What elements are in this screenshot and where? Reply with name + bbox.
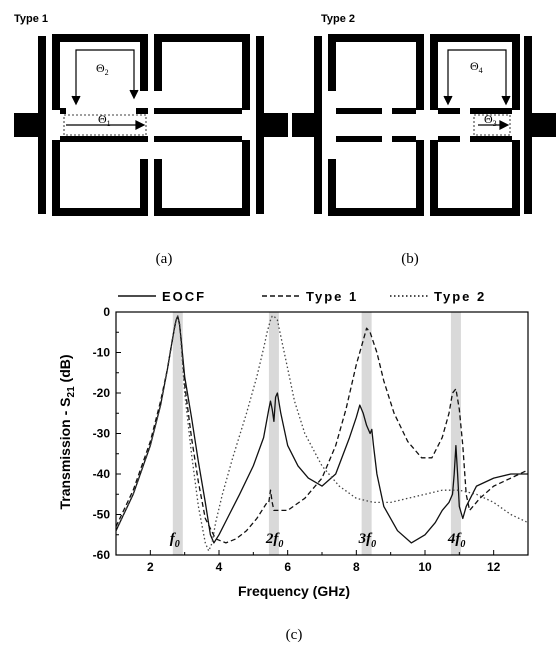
theta1-label: Θ1 xyxy=(98,112,111,128)
stub-a-lower xyxy=(60,136,148,142)
feed-line-left-b xyxy=(292,113,318,137)
x-axis-label: Frequency (GHz) xyxy=(238,583,350,599)
resonator-a-bottom-right xyxy=(154,140,250,216)
panel-a-layout xyxy=(14,34,288,216)
x-tick-label-10: 10 xyxy=(418,560,432,574)
y-tick-label-0: 0 xyxy=(103,305,110,319)
y-tick-label--60: -60 xyxy=(93,548,111,562)
resonator-a-bottom-left xyxy=(52,140,148,216)
x-tick-label-2: 2 xyxy=(147,560,154,574)
feed-line-left xyxy=(14,113,40,137)
theta1-arrow xyxy=(66,120,146,130)
resonator-b-top-left xyxy=(328,34,424,110)
feed-line-right xyxy=(262,113,288,137)
theta4-label: Θ4 xyxy=(470,59,483,75)
stub-b-5 xyxy=(438,108,460,114)
band-label-1: 2f0 xyxy=(265,531,284,550)
stub-b-8 xyxy=(470,136,512,142)
y-tick-label--20: -20 xyxy=(93,386,111,400)
x-tick-label-6: 6 xyxy=(284,560,291,574)
series-line-type-2 xyxy=(115,315,529,552)
panel-b: Type 2 Θ4 xyxy=(292,13,556,267)
band-2 xyxy=(361,312,372,555)
theta3-arrow xyxy=(478,120,510,130)
band-label-3: 4f0 xyxy=(447,531,466,550)
resonator-b-top-right xyxy=(430,34,520,110)
stub-b-1 xyxy=(336,108,382,114)
legend-label-2: Type 2 xyxy=(434,289,486,304)
legend-label-0: EOCF xyxy=(162,289,206,304)
band-0 xyxy=(172,312,183,555)
chart-bands xyxy=(172,312,461,555)
panel-b-layout xyxy=(292,34,556,216)
theta4-arrow xyxy=(443,49,511,106)
feed-line-right-b xyxy=(530,113,556,137)
coupling-bar-right xyxy=(256,36,264,214)
stub-b-2 xyxy=(336,136,382,142)
stub-b-6 xyxy=(438,136,460,142)
legend-label-1: Type 1 xyxy=(306,289,358,304)
coupling-bar-right-b xyxy=(524,36,532,214)
panel-a: Type 1 Θ2 Θ1 (a) xyxy=(14,13,288,267)
panel-c-chart: 2 4 6 8 10 12 0 -10 -20 -30 -40 -50 -60 f0 2f0 3f0 4f0… xyxy=(57,289,529,599)
band-labels: f0 2f0 3f0 4f0 xyxy=(170,531,466,550)
x-axis: 2 4 6 8 10 12 xyxy=(115,550,529,574)
resonator-b-bottom-right xyxy=(430,140,520,216)
caption-c: (c) xyxy=(286,627,303,643)
stub-b-7 xyxy=(470,108,512,114)
y-axis: 0 -10 -20 -30 -40 -50 -60 xyxy=(93,305,121,562)
x-tick-label-12: 12 xyxy=(487,560,501,574)
band-3 xyxy=(450,312,461,555)
theta2-arrow xyxy=(71,49,139,106)
resonator-b-bottom-left xyxy=(328,140,424,216)
resonator-a-top-right xyxy=(154,34,250,110)
band-label-2: 3f0 xyxy=(358,531,377,550)
y-axis-label: Transmission - S21 (dB) xyxy=(57,354,77,509)
theta3-label: Θ3 xyxy=(484,112,497,128)
x-tick-label-4: 4 xyxy=(216,560,223,574)
coupling-bar-left xyxy=(38,36,46,214)
y-tick-label--40: -40 xyxy=(93,467,111,481)
coupling-bar-left-b xyxy=(314,36,322,214)
band-1 xyxy=(268,312,279,555)
stub-a-lower-r xyxy=(154,136,242,142)
caption-b: (b) xyxy=(401,251,419,267)
y-tick-label--50: -50 xyxy=(93,508,111,522)
panel-b-type-label: Type 2 xyxy=(321,13,355,25)
band-label-0: f0 xyxy=(170,531,180,550)
chart-series xyxy=(115,315,529,552)
panel-a-type-label: Type 1 xyxy=(14,13,48,25)
stub-a-upper-r xyxy=(154,108,242,114)
theta2-label: Θ2 xyxy=(96,61,109,77)
stub-b-3 xyxy=(392,108,416,114)
stub-b-4 xyxy=(392,136,416,142)
caption-a: (a) xyxy=(156,251,173,267)
resonator-a-top-left xyxy=(52,34,148,110)
legend: EOCF Type 1 Type 2 xyxy=(118,289,486,304)
theta2-region xyxy=(66,48,136,116)
y-tick-label--30: -30 xyxy=(93,427,111,441)
x-tick-label-8: 8 xyxy=(353,560,360,574)
y-tick-label--10: -10 xyxy=(93,346,111,360)
